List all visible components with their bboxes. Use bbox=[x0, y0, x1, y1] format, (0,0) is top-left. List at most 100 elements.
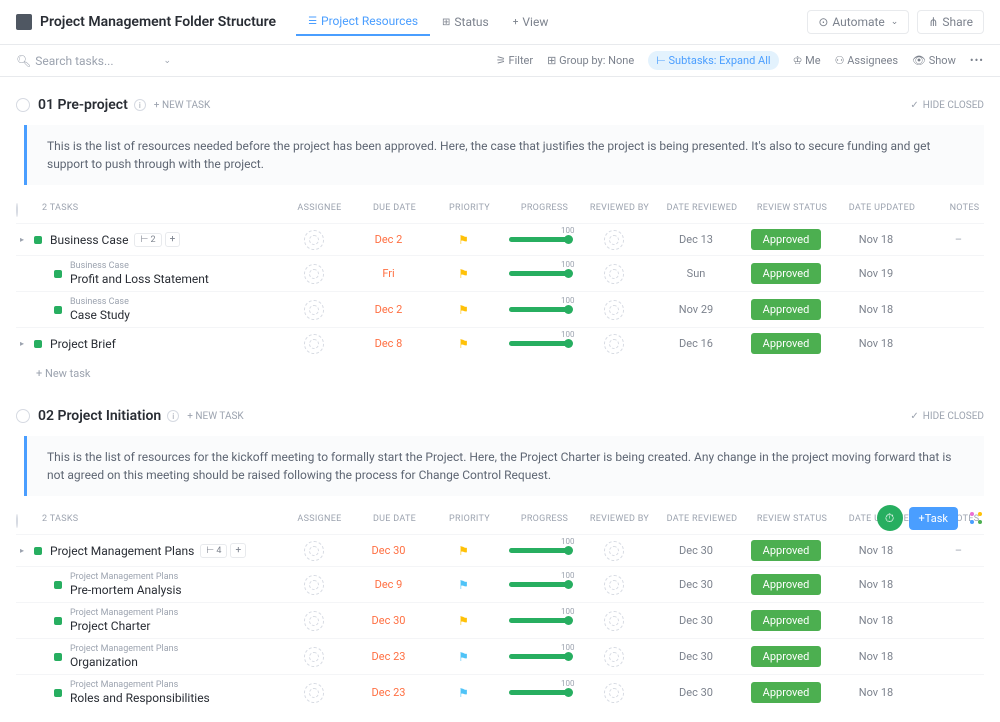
date-reviewed-cell[interactable]: Sun bbox=[651, 267, 741, 280]
resource-type-cell[interactable]: Project Plan bbox=[996, 611, 1000, 630]
collapse-icon[interactable] bbox=[16, 98, 30, 112]
due-date-cell[interactable]: Dec 8 bbox=[351, 337, 426, 350]
due-date-cell[interactable]: Dec 30 bbox=[351, 614, 426, 627]
date-updated-cell[interactable]: Nov 18 bbox=[831, 614, 921, 627]
assignee-cell[interactable] bbox=[276, 264, 351, 284]
assignees-button[interactable]: ⚇ Assignees bbox=[835, 54, 898, 67]
share-button[interactable]: ⋔Share bbox=[917, 10, 984, 34]
status-square-icon[interactable] bbox=[54, 270, 62, 278]
tab-add-view[interactable]: +View bbox=[501, 9, 561, 35]
resource-type-cell[interactable]: Other Documents bbox=[996, 683, 1000, 702]
new-task-row[interactable]: + New task bbox=[16, 359, 984, 388]
expand-icon[interactable]: ▸ bbox=[20, 339, 30, 348]
assignee-cell[interactable] bbox=[276, 683, 351, 703]
due-date-cell[interactable]: Dec 2 bbox=[351, 233, 426, 246]
date-reviewed-cell[interactable]: Dec 30 bbox=[651, 578, 741, 591]
new-task-link[interactable]: + NEW TASK bbox=[154, 100, 210, 111]
resource-type-cell[interactable]: – bbox=[996, 233, 1000, 246]
reviewed-by-cell[interactable] bbox=[576, 683, 651, 703]
filter-button[interactable]: ⚞ Filter bbox=[496, 54, 533, 67]
date-updated-cell[interactable]: Nov 18 bbox=[831, 303, 921, 316]
progress-cell[interactable]: 100 bbox=[501, 582, 576, 587]
progress-cell[interactable]: 100 bbox=[501, 618, 576, 623]
review-status-cell[interactable]: Approved bbox=[741, 299, 831, 320]
notes-cell[interactable]: – bbox=[921, 544, 996, 557]
assignee-cell[interactable] bbox=[276, 541, 351, 561]
status-square-icon[interactable] bbox=[54, 653, 62, 661]
reviewed-by-cell[interactable] bbox=[576, 264, 651, 284]
task-row[interactable]: Project Management Plans Roles and Respo… bbox=[16, 674, 984, 710]
resource-type-cell[interactable]: Business Case bbox=[996, 300, 1000, 319]
task-name[interactable]: Case Study bbox=[70, 308, 130, 322]
task-name[interactable]: Project Management Plans bbox=[50, 544, 194, 558]
info-icon[interactable]: i bbox=[167, 410, 179, 422]
quick-action-button[interactable]: ⏱ bbox=[877, 505, 903, 531]
task-row[interactable]: ▸ Project Brief Dec 8 ⚑ 100 Dec 16 Appro… bbox=[16, 327, 984, 359]
date-updated-cell[interactable]: Nov 19 bbox=[831, 267, 921, 280]
automate-button[interactable]: ⊙Automate⌄ bbox=[807, 10, 909, 34]
reviewed-by-cell[interactable] bbox=[576, 611, 651, 631]
priority-cell[interactable]: ⚑ bbox=[426, 686, 501, 700]
priority-cell[interactable]: ⚑ bbox=[426, 578, 501, 592]
review-status-cell[interactable]: Approved bbox=[741, 229, 831, 250]
resource-type-cell[interactable]: Logs bbox=[996, 575, 1000, 594]
reviewed-by-cell[interactable] bbox=[576, 575, 651, 595]
due-date-cell[interactable]: Dec 23 bbox=[351, 650, 426, 663]
review-status-cell[interactable]: Approved bbox=[741, 574, 831, 595]
status-square-icon[interactable] bbox=[34, 340, 42, 348]
collapse-icon[interactable] bbox=[16, 409, 30, 423]
reviewed-by-cell[interactable] bbox=[576, 541, 651, 561]
progress-cell[interactable]: 100 bbox=[501, 237, 576, 242]
task-row[interactable]: ▸ Business Case ⊢ 2+ Dec 2 ⚑ 100 Dec 13 … bbox=[16, 223, 984, 255]
review-status-cell[interactable]: Approved bbox=[741, 646, 831, 667]
status-square-icon[interactable] bbox=[54, 306, 62, 314]
status-square-icon[interactable] bbox=[34, 547, 42, 555]
date-reviewed-cell[interactable]: Dec 30 bbox=[651, 686, 741, 699]
expand-icon[interactable]: ▸ bbox=[20, 546, 30, 555]
select-all-icon[interactable] bbox=[16, 514, 18, 528]
progress-cell[interactable]: 100 bbox=[501, 548, 576, 553]
subtasks-button[interactable]: ⊢ Subtasks: Expand All bbox=[648, 51, 778, 70]
reviewed-by-cell[interactable] bbox=[576, 230, 651, 250]
date-reviewed-cell[interactable]: Dec 16 bbox=[651, 337, 741, 350]
new-task-button[interactable]: + Task bbox=[909, 507, 958, 530]
assignee-cell[interactable] bbox=[276, 575, 351, 595]
task-row[interactable]: Business Case Case Study Dec 2 ⚑ 100 Nov… bbox=[16, 291, 984, 327]
subtask-count[interactable]: ⊢ 2 bbox=[134, 233, 161, 247]
review-status-cell[interactable]: Approved bbox=[741, 682, 831, 703]
priority-cell[interactable]: ⚑ bbox=[426, 233, 501, 247]
task-name[interactable]: Organization bbox=[70, 655, 178, 669]
due-date-cell[interactable]: Dec 30 bbox=[351, 544, 426, 557]
due-date-cell[interactable]: Dec 9 bbox=[351, 578, 426, 591]
priority-cell[interactable]: ⚑ bbox=[426, 337, 501, 351]
reviewed-by-cell[interactable] bbox=[576, 300, 651, 320]
more-button[interactable]: ••• bbox=[970, 54, 984, 67]
status-square-icon[interactable] bbox=[54, 581, 62, 589]
date-reviewed-cell[interactable]: Dec 30 bbox=[651, 650, 741, 663]
subtask-count[interactable]: ⊢ 4 bbox=[200, 544, 227, 558]
task-name[interactable]: Roles and Responsibilities bbox=[70, 691, 210, 705]
resource-type-cell[interactable]: Project Plan bbox=[996, 334, 1000, 353]
task-row[interactable]: Project Management Plans Project Charter… bbox=[16, 602, 984, 638]
date-updated-cell[interactable]: Nov 18 bbox=[831, 544, 921, 557]
due-date-cell[interactable]: Dec 23 bbox=[351, 686, 426, 699]
priority-cell[interactable]: ⚑ bbox=[426, 303, 501, 317]
progress-cell[interactable]: 100 bbox=[501, 271, 576, 276]
due-date-cell[interactable]: Dec 2 bbox=[351, 303, 426, 316]
date-reviewed-cell[interactable]: Dec 13 bbox=[651, 233, 741, 246]
priority-cell[interactable]: ⚑ bbox=[426, 614, 501, 628]
review-status-cell[interactable]: Approved bbox=[741, 263, 831, 284]
groupby-button[interactable]: ⊞ Group by: None bbox=[547, 54, 634, 67]
search-input[interactable]: 🔍︎Search tasks...⌄ bbox=[16, 54, 171, 68]
status-square-icon[interactable] bbox=[54, 617, 62, 625]
progress-cell[interactable]: 100 bbox=[501, 341, 576, 346]
task-name[interactable]: Project Charter bbox=[70, 619, 178, 633]
hide-closed-button[interactable]: ✓HIDE CLOSED bbox=[910, 411, 984, 422]
date-updated-cell[interactable]: Nov 18 bbox=[831, 650, 921, 663]
task-row[interactable]: ▸ Project Management Plans ⊢ 4+ Dec 30 ⚑… bbox=[16, 534, 984, 566]
review-status-cell[interactable]: Approved bbox=[741, 333, 831, 354]
date-updated-cell[interactable]: Nov 18 bbox=[831, 337, 921, 350]
priority-cell[interactable]: ⚑ bbox=[426, 267, 501, 281]
select-all-icon[interactable] bbox=[16, 203, 18, 217]
review-status-cell[interactable]: Approved bbox=[741, 540, 831, 561]
